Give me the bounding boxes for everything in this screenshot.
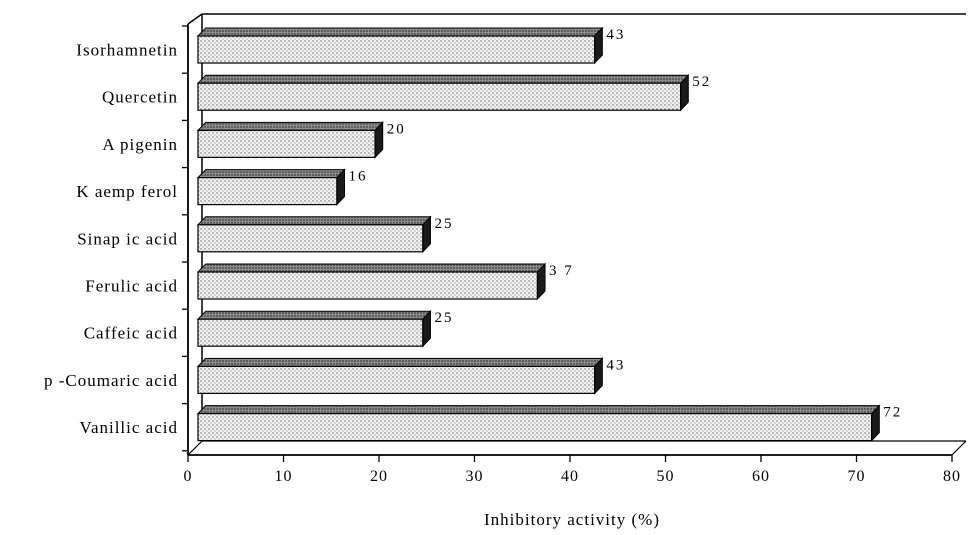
bar: [196, 168, 346, 206]
bar: [196, 262, 547, 301]
x-tick-label: 40: [561, 468, 579, 485]
floor-right-edge: [951, 440, 967, 456]
bars-group: [196, 26, 881, 442]
bar-value-label: 52: [692, 74, 711, 90]
bar-top-face: [196, 27, 604, 37]
bar: [196, 215, 432, 254]
category-label: Sinap ic acid: [77, 229, 178, 248]
bar-top-face: [196, 121, 384, 131]
category-label: K aemp ferol: [76, 182, 178, 201]
x-tick-label: 20: [370, 468, 388, 485]
bar-front-face: [197, 413, 873, 442]
bar-front-face: [197, 365, 596, 394]
bar-top-face: [196, 357, 604, 367]
bar-value-label: 16: [349, 169, 368, 185]
bar-front-face: [197, 129, 376, 158]
bar-top-face: [196, 405, 881, 415]
bar-top-face: [196, 310, 432, 320]
category-label: A pigenin: [102, 135, 178, 154]
category-label: Ferulic acid: [85, 277, 178, 296]
bar-front-face: [197, 318, 424, 347]
category-label: Quercetin: [102, 88, 178, 107]
bar: [196, 26, 604, 65]
labels-group: 0 10 20 30 40 50 60 70 80 43 Isorhamnetin 52 Quercet…: [44, 27, 961, 485]
category-label: Caffeic acid: [84, 324, 178, 343]
bar-value-label: 25: [434, 310, 453, 326]
category-label: Vanillic acid: [80, 418, 178, 437]
bar: [196, 73, 690, 112]
bar-front-face: [197, 224, 424, 253]
category-label: p -Coumaric acid: [44, 371, 178, 390]
bar-value-label: 25: [434, 216, 453, 232]
bar: [196, 357, 604, 395]
bar-top-face: [196, 216, 432, 226]
x-tick-label: 0: [184, 468, 193, 485]
y-axis-top-depth: [187, 13, 203, 25]
bar-front-face: [197, 271, 538, 300]
bar: [196, 121, 384, 159]
category-label: Isorhamnetin: [76, 41, 178, 60]
bar-value-label: 72: [883, 405, 902, 421]
bar-value-label: 3 7: [549, 263, 574, 279]
floor-left-edge: [187, 440, 203, 456]
bar-top-face: [196, 169, 346, 179]
x-axis-title: Inhibitory activity (%): [484, 510, 660, 529]
x-tick-label: 50: [657, 468, 675, 485]
x-tick-label: 70: [848, 468, 866, 485]
x-tick-label: 30: [466, 468, 484, 485]
bar-value-label: 43: [606, 27, 625, 43]
x-tick-label: 80: [943, 468, 961, 485]
x-tick-label: 10: [275, 468, 293, 485]
bar-front-face: [197, 35, 596, 64]
bar: [196, 309, 432, 348]
bar-top-face: [196, 263, 547, 273]
bar-front-face: [197, 177, 338, 206]
x-tick-label: 60: [752, 468, 770, 485]
bar-value-label: 43: [606, 357, 625, 373]
bar: [196, 404, 881, 442]
bar-value-label: 20: [387, 121, 406, 137]
bar-top-face: [196, 74, 690, 84]
bar-front-face: [197, 82, 682, 111]
